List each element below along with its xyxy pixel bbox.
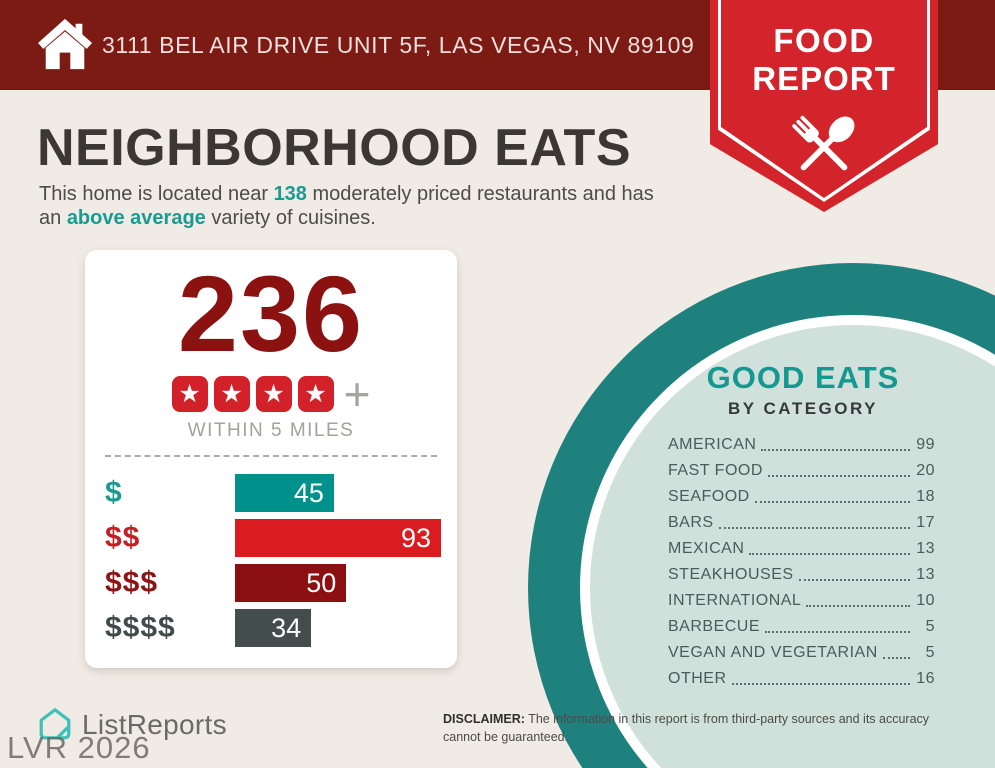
price-bar-value: 34 [271,612,302,643]
dotted-leader [718,527,910,529]
badge-title-line2: REPORT [752,60,896,97]
category-row: FAST FOOD 20 [668,462,935,480]
price-level-label: $ [105,476,123,509]
category-row: MEXICAN 13 [668,540,935,558]
category-row: VEGAN AND VEGETARIAN 5 [668,644,935,662]
variety-highlight: above average [66,207,206,229]
intro-segment: moderately priced restaurants and has an [39,183,654,229]
yelp-star-icon: ★ [297,376,334,412]
price-bar-row: $$ 93 [105,519,441,557]
price-bar-track: 50 [235,564,441,602]
price-bar-track: 93 [235,519,441,557]
price-bar-track: 45 [235,474,441,512]
category-value: 13 [916,540,935,557]
brand-name: ListReports [82,709,227,740]
good-eats-circle [528,263,995,768]
price-bar: 34 [235,609,312,647]
category-label: BARS [668,514,714,531]
category-value: 99 [916,436,935,453]
price-level-label: $$ [105,521,141,554]
home-icon [38,18,92,70]
radius-label: WITHIN 5 MILES [187,420,355,441]
category-label: BARBECUE [668,618,761,635]
intro-segment: variety of cuisines. [205,207,376,229]
category-row: SEAFOOD 18 [668,488,935,506]
yelp-star-icon: ★ [255,376,292,412]
category-label: STEAKHOUSES [668,566,794,583]
intro-segment: This home is located near [39,183,274,205]
price-level-label: $$$$ [105,611,176,644]
price-level-label: $$$ [105,566,159,599]
badge-title-line1: FOOD [773,22,875,59]
category-row: OTHER 16 [668,670,935,688]
disclaimer: DISCLAIMER: The information in this repo… [443,711,948,747]
dashed-divider [105,455,437,457]
disclaimer-label: DISCLAIMER: [443,712,525,726]
price-bar-row: $$$$ 34 [105,609,441,647]
price-bar-row: $45 [105,474,441,512]
category-label: SEAFOOD [668,488,750,505]
dotted-leader [754,501,910,503]
yelp-star-icon: ★ [171,376,208,412]
category-value: 20 [916,462,935,479]
category-label: AMERICAN [668,436,757,453]
food-report-badge: FOOD REPORT [710,0,938,212]
badge-content: FOOD REPORT [710,0,938,212]
dotted-leader [882,657,910,659]
category-row: BARBECUE 5 [668,618,935,636]
price-bar-value: 93 [400,522,431,553]
disclaimer-text: The information in this report is from t… [443,712,930,744]
plus-icon: + [343,368,371,420]
category-value: 18 [916,488,935,505]
page-title: NEIGHBORHOOD EATS [37,119,632,177]
price-bar-track: 34 [235,609,441,647]
good-eats-title: GOOD EATS [706,360,900,395]
stats-card: 236 ★ ★ ★ ★ + WITHIN 5 MILES $45 $$ 93 $$$ 50 $$$… [85,250,457,668]
price-bar: 45 [235,474,334,512]
mls-watermark: LVR 2026 [7,730,151,765]
category-label: OTHER [668,670,727,687]
total-restaurants-count: 236 [177,253,365,374]
dotted-leader [731,683,910,685]
category-label: FAST FOOD [668,462,763,479]
intro-text: This home is located near 138 moderately… [39,182,659,230]
category-row: INTERNATIONAL 10 [668,592,935,610]
dotted-leader [749,553,910,555]
price-bar: 93 [235,519,441,557]
category-label: INTERNATIONAL [668,592,802,609]
category-row: STEAKHOUSES 13 [668,566,935,584]
price-bar: 50 [235,564,347,602]
restaurant-count-highlight: 138 [273,183,307,205]
dotted-leader [761,449,910,451]
category-value: 5 [925,644,935,661]
category-row: BARS 17 [668,514,935,532]
price-bar-value: 45 [293,477,324,508]
category-value: 10 [916,592,935,609]
price-bar-row: $$$ 50 [105,564,441,602]
property-address: 3111 BEL AIR DRIVE UNIT 5F, LAS VEGAS, N… [102,31,695,58]
price-level-bar-chart: $45 $$ 93 $$$ 50 $$$$ 34 [105,474,441,654]
category-value: 13 [916,566,935,583]
category-label: VEGAN AND VEGETARIAN [668,644,878,661]
category-label: MEXICAN [668,540,745,557]
star-rating: ★ ★ ★ ★ + [85,368,457,420]
category-value: 17 [916,514,935,531]
category-list: AMERICAN 99 FAST FOOD 20 SEAFOOD 18 BARS 17 MEXI… [663,436,935,688]
good-eats-panel: GOOD EATS BY CATEGORY AMERICAN 99 FAST FOO… [663,360,943,696]
good-eats-subtitle: BY CATEGORY [728,399,878,418]
category-value: 5 [925,618,935,635]
listreports-brand: ListReports [36,706,227,744]
category-row: AMERICAN 99 [668,436,935,454]
price-bar-value: 50 [306,567,337,598]
dotted-leader [767,475,910,477]
spoon-and-fork-icon [792,115,855,171]
dotted-leader [765,631,910,633]
yelp-star-icon: ★ [213,376,250,412]
listreports-logo-icon [39,708,71,740]
category-value: 16 [916,670,935,687]
dotted-leader [798,579,910,581]
dotted-leader [806,605,910,607]
